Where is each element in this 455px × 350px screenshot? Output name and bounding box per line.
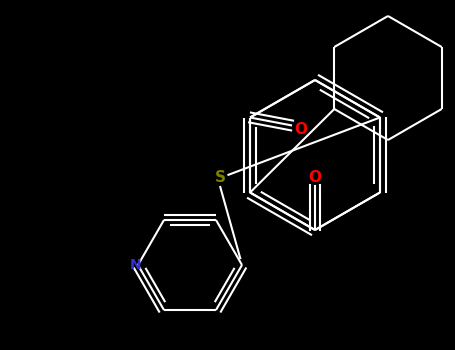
Text: O: O: [294, 122, 308, 137]
Text: N: N: [130, 258, 142, 272]
Text: O: O: [308, 169, 322, 184]
Text: S: S: [214, 170, 226, 186]
